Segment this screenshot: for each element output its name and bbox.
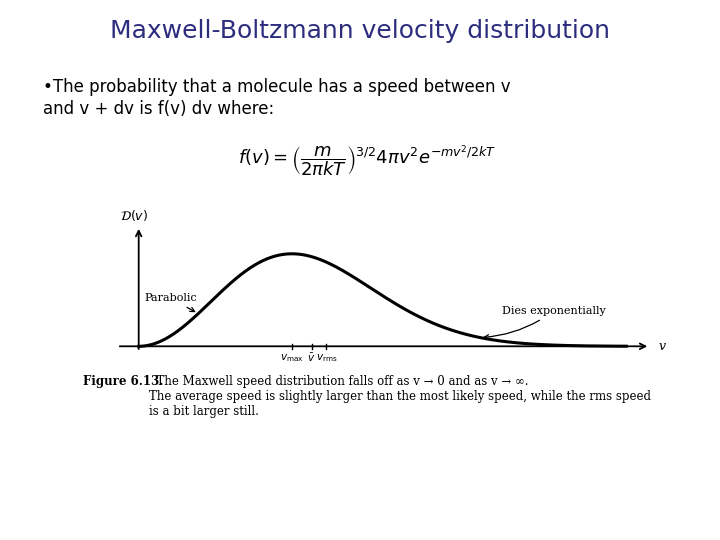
Text: $v_{\rm rms}$: $v_{\rm rms}$ <box>315 352 337 364</box>
Text: $\bar{v}$: $\bar{v}$ <box>307 352 316 365</box>
Text: Parabolic: Parabolic <box>144 293 197 312</box>
Text: Maxwell-Boltzmann velocity distribution: Maxwell-Boltzmann velocity distribution <box>110 19 610 43</box>
Text: $v_{\max}$: $v_{\max}$ <box>280 352 304 364</box>
Text: •The probability that a molecule has a speed between v: •The probability that a molecule has a s… <box>43 78 510 96</box>
Text: v: v <box>659 340 666 353</box>
Text: $\mathcal{D}(v)$: $\mathcal{D}(v)$ <box>120 208 148 223</box>
Text: The Maxwell speed distribution falls off as v → 0 and as v → ∞.
The average spee: The Maxwell speed distribution falls off… <box>149 375 651 418</box>
Text: Dies exponentially: Dies exponentially <box>484 306 606 339</box>
Text: Figure 6.13.: Figure 6.13. <box>83 375 163 388</box>
Text: $f(v) = \left(\dfrac{m}{2\pi kT}\right)^{3/2} 4\pi v^2 e^{-mv^2/2kT}$: $f(v) = \left(\dfrac{m}{2\pi kT}\right)^… <box>238 144 497 179</box>
Text: and v + dv is f(v) dv where:: and v + dv is f(v) dv where: <box>43 100 274 118</box>
